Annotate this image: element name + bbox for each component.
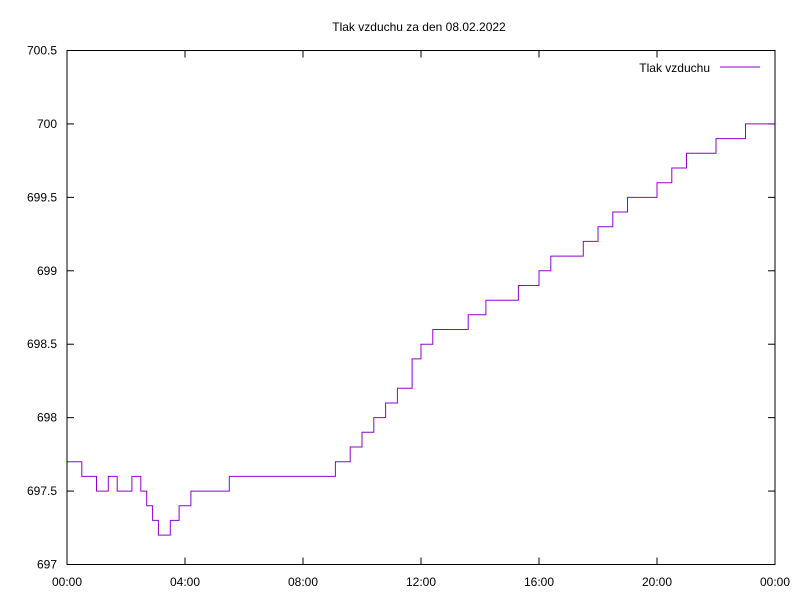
y-tick-label: 697 bbox=[37, 558, 57, 572]
chart-title: Tlak vzduchu za den 08.02.2022 bbox=[332, 20, 506, 34]
y-tick-label: 699.5 bbox=[27, 190, 57, 204]
x-tick-label: 20:00 bbox=[642, 575, 672, 589]
y-axis: 697 697.5 698 698.5 699 699.5 700 700.5 bbox=[27, 44, 775, 572]
x-tick-label: 04:00 bbox=[170, 575, 200, 589]
legend-label: Tlak vzduchu bbox=[639, 61, 710, 75]
y-tick-label: 699 bbox=[37, 264, 57, 278]
y-tick-label: 700.5 bbox=[27, 44, 57, 58]
x-axis: 00:00 04:00 08:00 12:00 16:00 20:00 00:00 bbox=[52, 50, 790, 589]
x-tick-label: 08:00 bbox=[288, 575, 318, 589]
y-tick-label: 698.5 bbox=[27, 337, 57, 351]
y-tick-label: 697.5 bbox=[27, 484, 57, 498]
x-tick-label: 16:00 bbox=[524, 575, 554, 589]
series-line bbox=[67, 109, 776, 536]
y-tick-label: 700 bbox=[37, 117, 57, 131]
plot-frame bbox=[66, 50, 776, 565]
x-tick-label: 00:00 bbox=[760, 575, 790, 589]
y-tick-label: 698 bbox=[37, 411, 57, 425]
x-tick-label: 00:00 bbox=[52, 575, 82, 589]
x-tick-label: 12:00 bbox=[406, 575, 436, 589]
legend: Tlak vzduchu bbox=[639, 61, 760, 75]
